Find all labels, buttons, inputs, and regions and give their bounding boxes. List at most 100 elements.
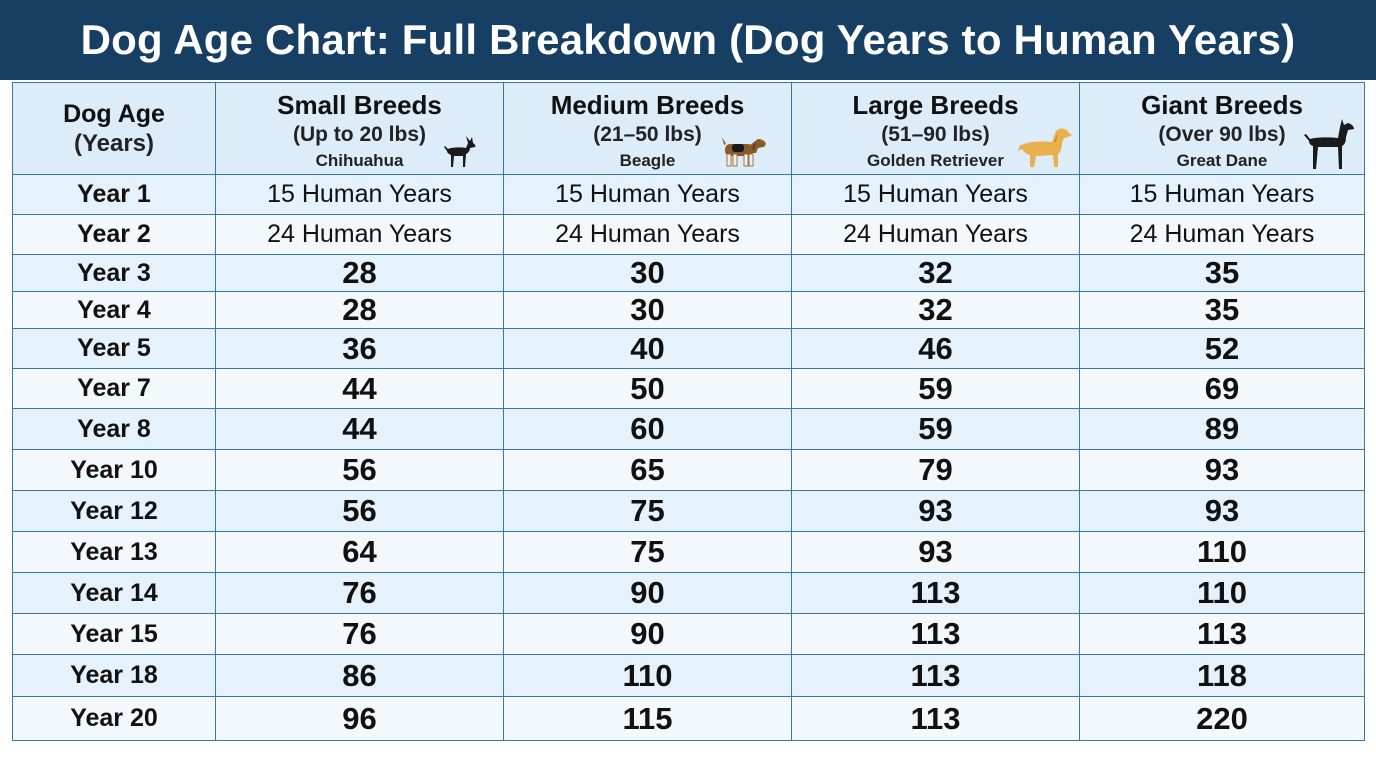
dog-age-cell: Year 20 <box>12 696 216 741</box>
table-row: Year 20 96 115 113 220 <box>12 696 1365 741</box>
table-row: Year 7 44 50 59 69 <box>12 368 1365 409</box>
table-row: Year 14 76 90 113 110 <box>12 572 1365 614</box>
dog-age-cell: Year 1 <box>12 174 216 215</box>
human-years-cell: 59 <box>791 408 1080 450</box>
human-years-cell: 113 <box>791 654 1080 697</box>
human-years-cell: 93 <box>791 490 1080 532</box>
table-row: Year 1 15 Human Years 15 Human Years 15 Hum… <box>12 174 1365 215</box>
human-years-cell: 113 <box>791 613 1080 655</box>
table-row: Year 8 44 60 59 89 <box>12 408 1365 450</box>
human-years-cell: 90 <box>503 572 792 614</box>
human-years-cell: 30 <box>503 291 792 329</box>
breed-weight: (Over 90 lbs) <box>1158 123 1286 146</box>
human-years-cell: 15 Human Years <box>503 174 792 215</box>
human-years-cell: 28 <box>215 291 504 329</box>
human-years-cell: 96 <box>215 696 504 741</box>
table-row: Year 3 28 30 32 35 <box>12 254 1365 292</box>
human-years-cell: 30 <box>503 254 792 292</box>
breed-weight: (51–90 lbs) <box>881 123 990 146</box>
human-years-cell: 52 <box>1079 328 1365 369</box>
table-body: Year 1 15 Human Years 15 Human Years 15 Hum… <box>12 174 1365 741</box>
table-row: Year 12 56 75 93 93 <box>12 490 1365 532</box>
human-years-cell: 93 <box>1079 490 1365 532</box>
dog-age-cell: Year 18 <box>12 654 216 697</box>
human-years-cell: 220 <box>1079 696 1365 741</box>
medium-breeds-header: Medium Breeds (21–50 lbs) Beagle <box>503 82 792 175</box>
dog-age-cell: Year 5 <box>12 328 216 369</box>
human-years-cell: 113 <box>791 572 1080 614</box>
human-years-cell: 60 <box>503 408 792 450</box>
human-years-cell: 65 <box>503 449 792 491</box>
breed-name: Giant Breeds <box>1141 90 1303 120</box>
human-years-cell: 86 <box>215 654 504 697</box>
dog-age-header-label: Dog Age <box>63 99 165 128</box>
table-row: Year 13 64 75 93 110 <box>12 531 1365 573</box>
human-years-cell: 28 <box>215 254 504 292</box>
human-years-cell: 24 Human Years <box>215 214 504 255</box>
dog-age-cell: Year 13 <box>12 531 216 573</box>
giant-breeds-header: Giant Breeds (Over 90 lbs) Great Dane <box>1079 82 1365 175</box>
human-years-cell: 110 <box>1079 531 1365 573</box>
human-years-cell: 69 <box>1079 368 1365 409</box>
golden-retriever-icon <box>1018 128 1072 167</box>
human-years-cell: 50 <box>503 368 792 409</box>
table-row: Year 18 86 110 113 118 <box>12 654 1365 697</box>
breed-example: Golden Retriever <box>867 151 1004 170</box>
human-years-cell: 93 <box>791 531 1080 573</box>
human-years-cell: 44 <box>215 368 504 409</box>
human-years-cell: 93 <box>1079 449 1365 491</box>
human-years-cell: 89 <box>1079 408 1365 450</box>
table-row: Year 4 28 30 32 35 <box>12 291 1365 329</box>
human-years-cell: 36 <box>215 328 504 369</box>
dog-age-cell: Year 10 <box>12 449 216 491</box>
breed-example: Beagle <box>619 151 676 170</box>
human-years-cell: 15 Human Years <box>1079 174 1365 215</box>
great-dane-icon <box>1304 119 1354 169</box>
title-bar: Dog Age Chart: Full Breakdown (Dog Years… <box>0 0 1376 80</box>
dog-age-header: Dog Age (Years) <box>12 82 216 175</box>
human-years-cell: 56 <box>215 490 504 532</box>
human-years-cell: 35 <box>1079 291 1365 329</box>
dog-age-cell: Year 3 <box>12 254 216 292</box>
human-years-cell: 113 <box>791 696 1080 741</box>
human-years-cell: 15 Human Years <box>791 174 1080 215</box>
human-years-cell: 24 Human Years <box>1079 214 1365 255</box>
human-years-cell: 79 <box>791 449 1080 491</box>
human-years-cell: 110 <box>503 654 792 697</box>
human-years-cell: 32 <box>791 291 1080 329</box>
breed-weight: (21–50 lbs) <box>593 123 702 146</box>
dog-age-cell: Year 14 <box>12 572 216 614</box>
human-years-cell: 24 Human Years <box>791 214 1080 255</box>
dog-age-cell: Year 12 <box>12 490 216 532</box>
dog-age-cell: Year 2 <box>12 214 216 255</box>
header-row: Dog Age (Years) Small Breeds (Up to 20 l… <box>12 82 1365 175</box>
human-years-cell: 59 <box>791 368 1080 409</box>
dog-age-cell: Year 15 <box>12 613 216 655</box>
breed-name: Small Breeds <box>277 90 442 120</box>
human-years-cell: 113 <box>1079 613 1365 655</box>
dog-age-cell: Year 4 <box>12 291 216 329</box>
human-years-cell: 110 <box>1079 572 1365 614</box>
human-years-cell: 76 <box>215 572 504 614</box>
breed-name: Large Breeds <box>852 90 1019 120</box>
breed-example: Great Dane <box>1176 151 1268 170</box>
human-years-cell: 64 <box>215 531 504 573</box>
human-years-cell: 56 <box>215 449 504 491</box>
page-title: Dog Age Chart: Full Breakdown (Dog Years… <box>80 16 1296 63</box>
dog-age-header-unit: (Years) <box>73 129 155 157</box>
breed-name: Medium Breeds <box>550 90 745 120</box>
dog-age-cell: Year 8 <box>12 408 216 450</box>
human-years-cell: 90 <box>503 613 792 655</box>
human-years-cell: 35 <box>1079 254 1365 292</box>
beagle-icon <box>722 137 766 167</box>
human-years-cell: 15 Human Years <box>215 174 504 215</box>
table-row: Year 5 36 40 46 52 <box>12 328 1365 369</box>
human-years-cell: 32 <box>791 254 1080 292</box>
human-years-cell: 118 <box>1079 654 1365 697</box>
large-breeds-header: Large Breeds (51–90 lbs) Golden Retrieve… <box>791 82 1080 175</box>
small-breeds-header: Small Breeds (Up to 20 lbs) Chihuahua <box>215 82 504 175</box>
breed-example: Chihuahua <box>315 151 404 170</box>
human-years-cell: 44 <box>215 408 504 450</box>
dog-age-table: Dog Age (Years) Small Breeds (Up to 20 l… <box>12 82 1365 741</box>
human-years-cell: 75 <box>503 531 792 573</box>
